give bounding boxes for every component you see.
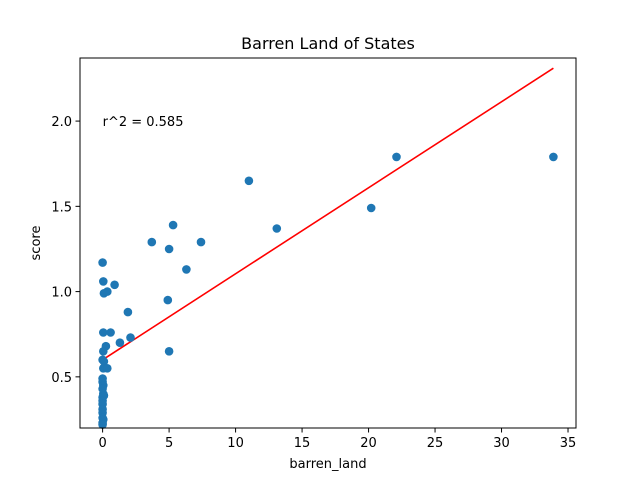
data-point [164,347,174,356]
data-point [98,420,107,429]
data-point [99,347,108,356]
data-point [244,176,254,186]
data-point [106,328,115,337]
data-point [549,152,558,162]
data-point [126,333,135,342]
x-tick-label: 25 [427,436,444,451]
r-squared-annotation: r^2 = 0.585 [103,115,184,130]
data-point [110,280,119,290]
chart-title: Barren Land of States [241,34,415,53]
plot-area: r^2 = 0.585 [98,67,558,429]
y-tick-label: 2.0 [51,115,72,130]
data-point [98,258,107,267]
data-point [392,152,401,162]
data-point [123,307,133,317]
x-axis-ticks: 0 5 10 15 20 25 30 35 [98,428,576,451]
x-axis-label: barren_land [289,457,366,472]
x-tick-label: 30 [493,436,510,451]
fit-line-layer [102,67,554,361]
data-point [147,237,157,247]
data-point [168,220,178,230]
y-axis-ticks: 0.5 1.0 1.5 2.0 [51,115,80,386]
x-tick-label: 5 [165,436,173,451]
data-point [196,237,206,247]
data-point [272,224,282,233]
y-tick-label: 1.5 [51,200,72,215]
x-tick-label: 10 [227,436,244,451]
y-axis-label: score [29,226,44,261]
x-tick-label: 15 [294,436,311,451]
data-point [115,338,125,348]
data-point [103,364,112,373]
data-point [182,265,191,274]
regression-line [102,67,554,361]
x-tick-label: 35 [560,436,577,451]
data-point [163,295,173,305]
data-point [99,357,109,366]
data-point [164,244,174,254]
y-tick-label: 1.0 [51,286,72,301]
x-tick-label: 20 [360,436,377,451]
data-point [99,328,108,337]
data-point [366,203,376,213]
y-tick-label: 0.5 [51,371,72,386]
x-tick-label: 0 [98,436,106,451]
points-layer [98,152,558,429]
axes-frame [79,57,577,429]
data-point [99,277,108,286]
data-point [103,287,112,296]
